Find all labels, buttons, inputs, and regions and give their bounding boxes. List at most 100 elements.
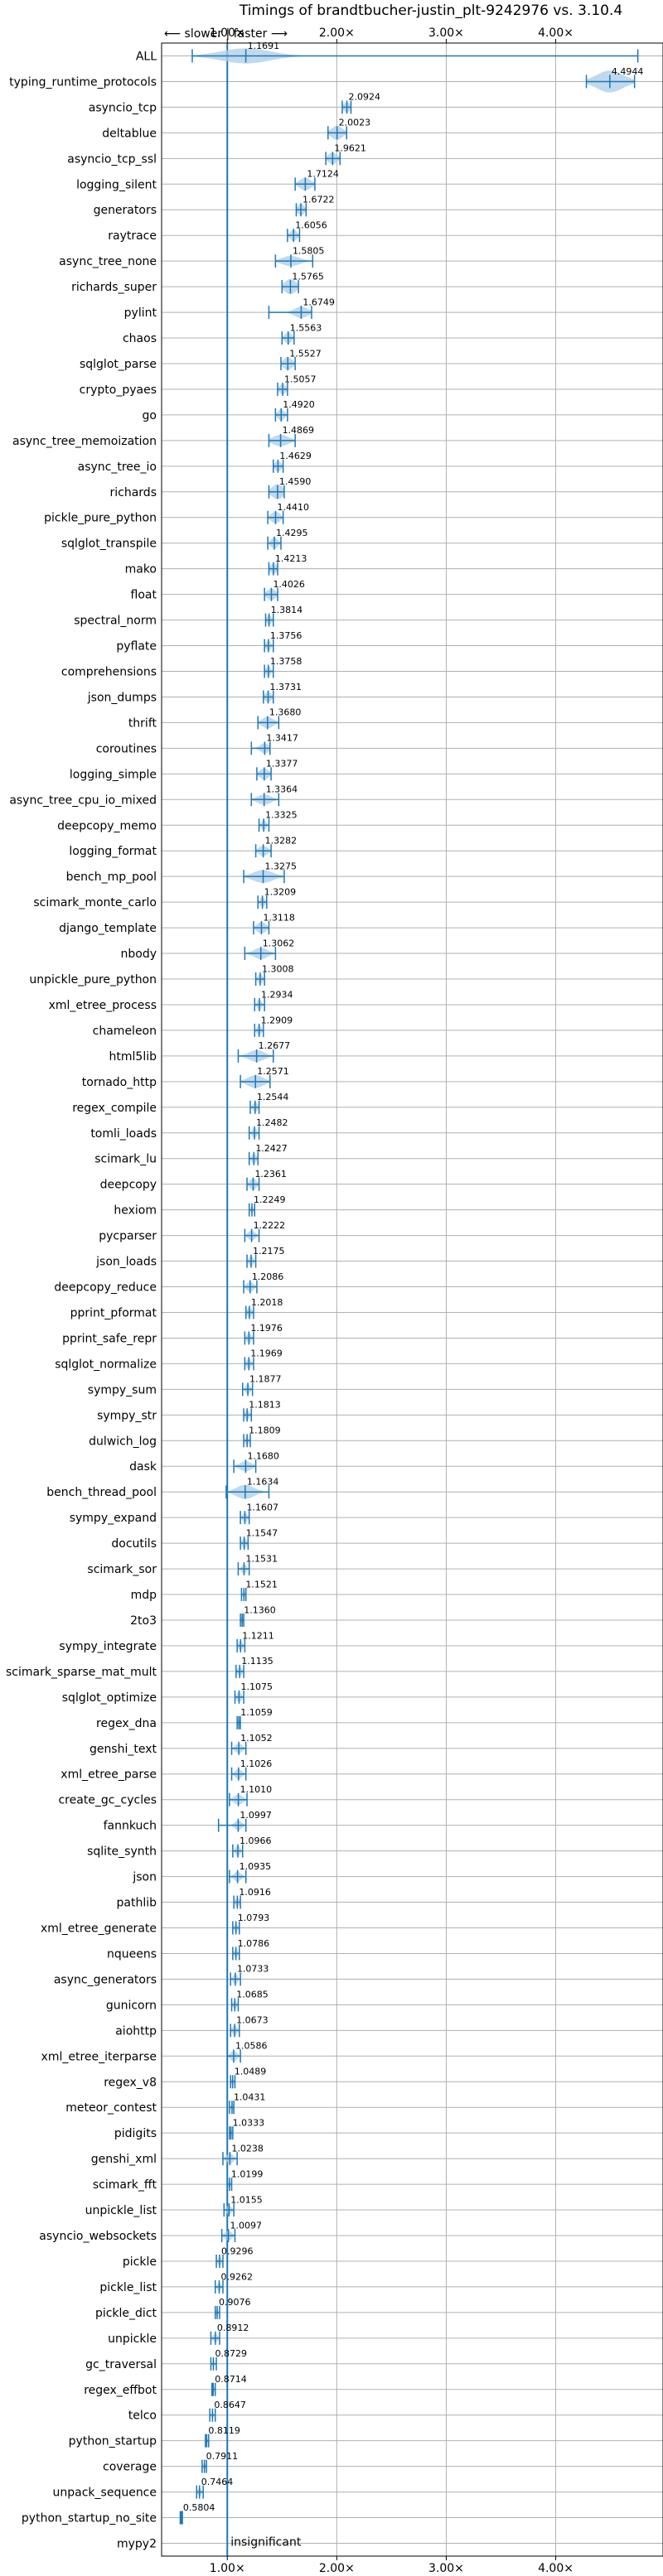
benchmark-row: typing_runtime_protocols 4.4944 [9,66,643,93]
benchmark-name: xml_etree_iterparse [41,2050,157,2063]
value-label: 1.5563 [290,322,322,333]
benchmark-row: asyncio_websockets 1.0097 [39,2220,262,2243]
value-label: 1.1547 [246,1527,278,1538]
benchmark-name: tomli_loads [90,1127,157,1141]
benchmark-name: async_tree_none [59,255,157,268]
benchmark-name: scimark_sparse_mat_mult [6,1666,157,1679]
benchmark-name: comprehensions [61,666,157,679]
benchmark-name: asyncio_websockets [39,2230,157,2243]
benchmark-row: pickle_list 0.9262 [99,2271,253,2294]
value-label: 1.1813 [249,1400,281,1411]
value-label: 1.2086 [252,1271,284,1282]
value-label: 1.2934 [261,989,293,1000]
value-label: 1.2361 [254,1169,287,1179]
value-label: 1.3364 [266,784,298,795]
value-label: 1.2427 [255,1143,288,1154]
value-label: 1.1680 [247,1451,279,1462]
benchmark-name: pycparser [99,1230,157,1243]
benchmark-row: mdp 1.1521 [131,1579,278,1602]
value-label: 1.0155 [230,2194,263,2205]
benchmark-row: django_template 1.3118 [59,912,295,935]
benchmark-row: logging_simple 1.3377 [70,759,298,782]
insignificant-label: insignificant [230,2536,302,2549]
benchmark-row: tomli_loads 1.2482 [90,1117,288,1141]
value-label: 0.5804 [183,2502,215,2513]
benchmark-name: dask [129,1460,157,1474]
benchmark-row: richards_super 1.5765 [71,271,324,295]
benchmark-name: coverage [103,2461,157,2474]
value-label: 1.5057 [284,374,317,384]
value-label: 1.1026 [240,1758,273,1769]
benchmark-row: unpickle_list 1.0155 [85,2194,263,2217]
benchmark-row: pidigits 1.0333 [114,2118,264,2141]
benchmark-name: typing_runtime_protocols [9,75,157,89]
benchmark-row: async_tree_memoization 1.4869 [12,425,314,448]
benchmark-row: raytrace 1.6056 [108,220,327,244]
benchmark-row: richards 1.4590 [110,476,311,500]
value-label: 1.0673 [236,2015,269,2026]
value-label: 1.9621 [334,143,366,154]
benchmark-row: json_loads 1.2175 [95,1246,284,1269]
benchmark-name: xml_etree_parse [60,1768,157,1782]
benchmark-name: nqueens [107,1947,157,1961]
value-label: 1.2571 [257,1066,289,1077]
benchmark-name: deepcopy [100,1179,157,1192]
benchmark-row: pylint 1.6749 [124,297,335,320]
value-label: 0.8729 [215,2348,247,2359]
value-label: 1.6056 [295,220,327,231]
benchmark-row: regex_effbot 0.8714 [84,2374,247,2397]
benchmark-name: sympy_str [97,1409,157,1422]
value-label: 0.9262 [221,2271,254,2282]
value-label: 1.2222 [254,1220,286,1231]
chart-title: Timings of brandtbucher-justin_plt-92429… [239,2,622,19]
benchmark-row: meteor_contest 1.0431 [65,2092,265,2115]
value-label: 2.0023 [339,118,371,128]
benchmark-row: gunicorn 1.0685 [106,1990,269,2013]
benchmark-row: tornado_http 1.2571 [82,1066,289,1089]
benchmark-name: scimark_monte_carlo [33,896,157,909]
benchmark-name: asyncio_tcp [89,101,157,114]
benchmark-name: pprint_safe_repr [62,1332,157,1345]
benchmark-name: bench_thread_pool [46,1486,157,1499]
benchmark-name: logging_format [69,845,157,858]
benchmark-name: sympy_sum [88,1383,157,1397]
value-label: 1.1360 [244,1604,276,1615]
benchmark-name: regex_effbot [84,2384,157,2397]
value-label: 1.3758 [270,656,302,667]
benchmark-name: regex_compile [72,1102,157,1115]
benchmark-name: ALL [136,50,157,63]
benchmark-row: xml_etree_iterparse 1.0586 [41,2041,268,2064]
benchmark-row: sympy_sum 1.1877 [88,1374,282,1397]
benchmark-row: coroutines 1.3417 [96,733,298,756]
benchmark-row: xml_etree_generate 1.0793 [41,1913,269,1936]
value-label: 0.8647 [214,2400,246,2410]
benchmark-row: thrift 1.3680 [128,707,302,731]
benchmark-name: unpickle_list [85,2204,157,2217]
benchmark-row: deepcopy_reduce 1.2086 [54,1271,283,1295]
value-label: 0.8912 [217,2323,249,2333]
benchmark-name: chameleon [93,1025,157,1038]
benchmark-row: bench_thread_pool 1.1634 [46,1477,278,1500]
benchmark-name: gc_traversal [85,2358,157,2371]
x-tick-label: 4.00× [538,27,573,40]
value-label: 1.7124 [307,169,339,180]
value-label: 1.4295 [276,528,308,538]
benchmark-row: aiohttp 1.0673 [115,2015,268,2038]
value-label: 1.1211 [242,1630,274,1641]
benchmark-name: pylint [124,306,157,320]
value-label: 1.3680 [269,707,302,718]
benchmark-name: genshi_text [90,1743,157,1756]
benchmark-name: sympy_expand [70,1512,157,1525]
value-label: 4.4944 [612,66,644,77]
benchmark-name: scimark_fft [93,2178,157,2192]
benchmark-name: unpack_sequence [53,2487,157,2500]
value-label: 1.1809 [249,1425,281,1436]
benchmark-row: async_tree_cpu_io_mixed 1.3364 [9,784,298,808]
benchmark-row: pickle 0.9296 [123,2246,254,2269]
benchmark-row: scimark_sparse_mat_mult 1.1135 [6,1656,273,1679]
benchmark-name: 2to3 [130,1614,157,1628]
value-label: 1.0489 [235,2067,267,2077]
benchmark-name: regex_dna [96,1717,157,1730]
benchmark-name: unpickle [108,2332,157,2346]
value-label: 1.3209 [264,886,297,897]
